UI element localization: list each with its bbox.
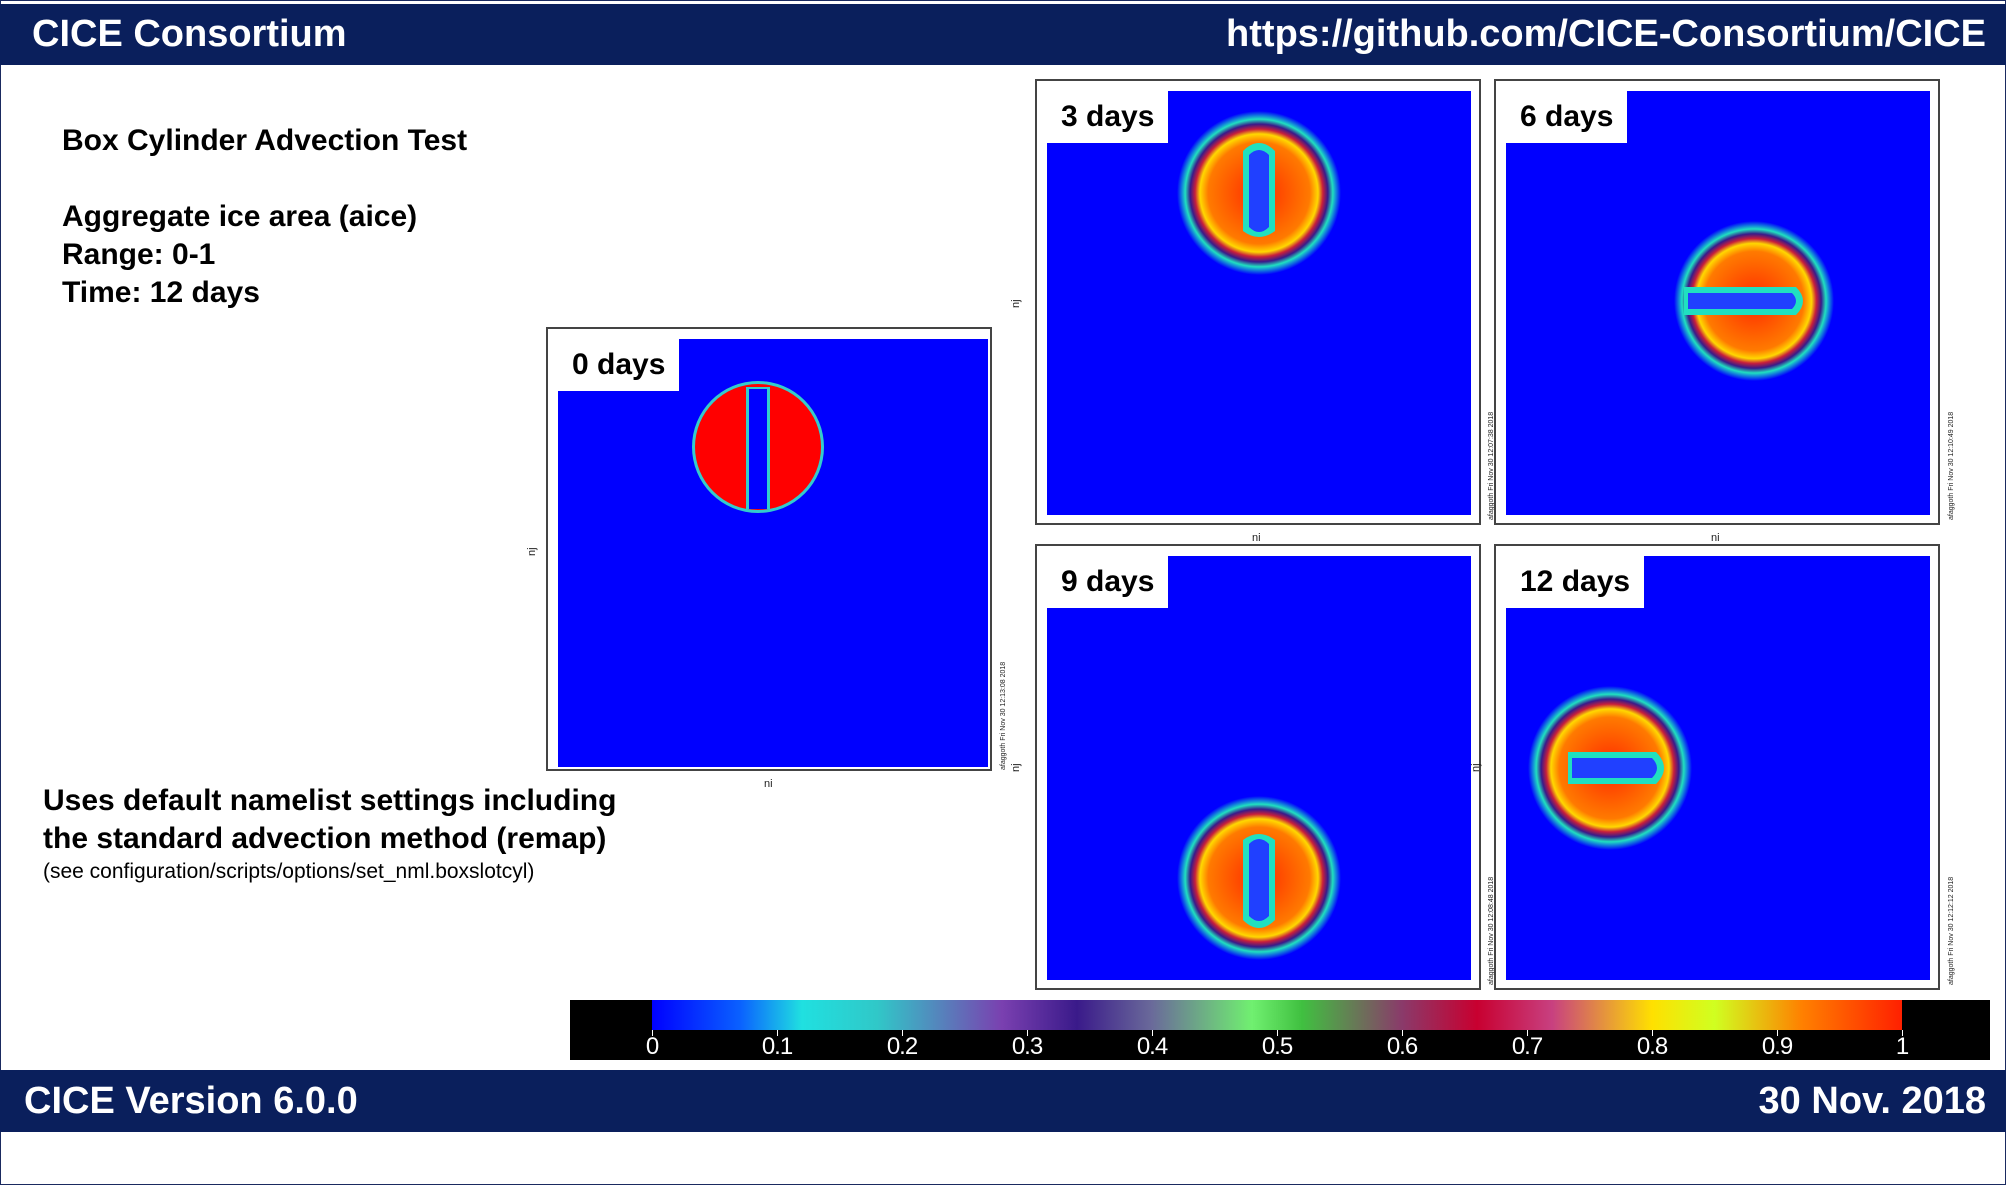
colorbar-tick-label: 0.5 [1261,1033,1293,1060]
colorbar-tick [1902,1030,1903,1036]
panel-label-12-days: 12 days [1506,556,1645,608]
footer-version: CICE Version 6.0.0 [24,1079,358,1122]
map-6-days [1506,91,1930,515]
colorbar-tick-label: 1 [1895,1033,1909,1060]
header-title: CICE Consortium [32,13,347,55]
timestamp-0-days: afaggoth Fri Nov 30 12:13:08 2018 [1000,661,1007,770]
timestamp-6-days: afaggoth Fri Nov 30 12:10:49 2018 [1948,411,1955,520]
panel-label-3-days: 3 days [1047,91,1169,143]
x-axis-label: ni [1252,532,1261,544]
panel-9-days: 9 days [1035,544,1481,990]
map-12-days [1506,556,1930,980]
header-url[interactable]: https://github.com/CICE-Consortium/CICE [1226,13,1986,55]
map-0-days [558,339,988,767]
colorbar-tick [902,1030,903,1036]
test-title: Box Cylinder Advection Test [62,124,468,157]
description: Uses default namelist settings including… [43,782,616,886]
description-note: (see configuration/scripts/options/set_n… [43,860,535,883]
colorbar-tick-label: 0.2 [886,1033,918,1060]
x-axis-label: ni [1711,532,1720,544]
panel-label-6-days: 6 days [1506,91,1628,143]
range-text: Range: 0-1 [62,238,216,271]
timestamp-12-days: afaggoth Fri Nov 30 12:12:12 2018 [1948,876,1955,985]
map-3-days [1047,91,1471,515]
panel-3-days: 3 days [1035,79,1481,525]
description-line-2: the standard advection method (remap) [43,822,607,855]
y-axis-label: nj [1010,299,1022,308]
colorbar-tick [1527,1030,1528,1036]
colorbar-tick [1652,1030,1653,1036]
y-axis-label: nj [1010,763,1022,772]
colorbar-tick-label: 0.6 [1386,1033,1418,1060]
panel-12-days: 12 days [1494,544,1940,990]
header-bar: CICE Consortium https://github.com/CICE-… [0,4,2006,65]
panel-6-days: 6 days [1494,79,1940,525]
colorbar-tick [777,1030,778,1036]
y-axis-label: nj [526,547,538,556]
colorbar-tick [652,1030,653,1036]
colorbar-tick [1402,1030,1403,1036]
test-info: Box Cylinder Advection Test Aggregate ic… [62,122,467,312]
colorbar-tick-label: 0.7 [1511,1033,1543,1060]
colorbar-tick-label: 0.3 [1011,1033,1043,1060]
y-axis-label: nj [1470,763,1482,772]
map-9-days [1047,556,1471,980]
panel-label-9-days: 9 days [1047,556,1169,608]
variable-name: Aggregate ice area (aice) [62,200,418,233]
colorbar: 0 0.1 0.2 0.3 0.4 0.5 0.6 0.7 0.8 0.9 1 [570,1000,1990,1060]
colorbar-tick [1027,1030,1028,1036]
colorbar-tick [1152,1030,1153,1036]
footer-date: 30 Nov. 2018 [1758,1079,1986,1122]
description-line-1: Uses default namelist settings including [43,784,617,817]
colorbar-tick-label: 0.1 [761,1033,793,1060]
colorbar-tick-label: 0.9 [1761,1033,1793,1060]
colorbar-tick-label: 0.8 [1636,1033,1668,1060]
time-text: Time: 12 days [62,276,260,309]
colorbar-tick-label: 0 [645,1033,659,1060]
x-axis-label: ni [764,778,773,790]
colorbar-tick [1277,1030,1278,1036]
panel-0-days: 0 days [546,327,992,771]
colorbar-tick [1777,1030,1778,1036]
colorbar-tick-label: 0.4 [1136,1033,1168,1060]
footer-bar: CICE Version 6.0.0 30 Nov. 2018 [0,1070,2006,1132]
panel-label-0-days: 0 days [558,339,680,391]
colorbar-gradient [652,1000,1902,1030]
